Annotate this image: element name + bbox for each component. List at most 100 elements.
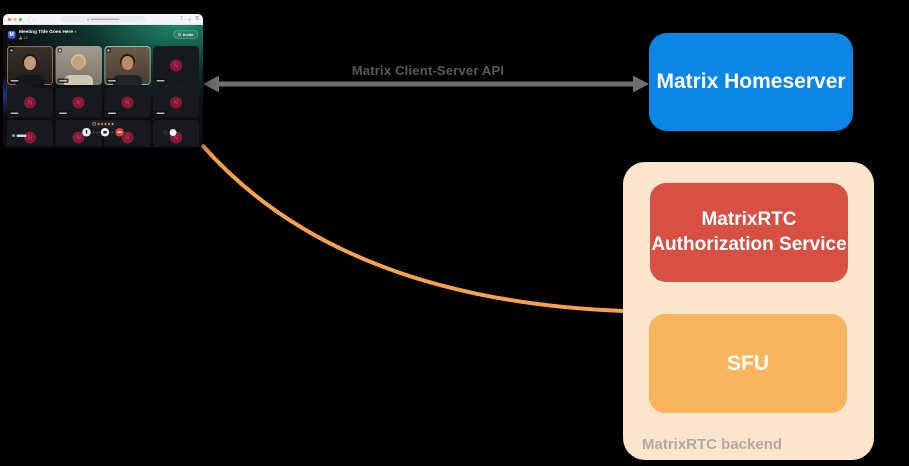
add-tab-icon[interactable]: ＋ [186, 17, 192, 24]
tabs-icon[interactable]: ⧉ [195, 15, 199, 22]
camera-icon [103, 131, 107, 134]
call-header: M Meeting Title Goes Here ▾ 22 Invite [3, 25, 203, 40]
minimize-window-icon[interactable] [13, 17, 17, 21]
invite-icon [178, 33, 182, 36]
client-server-api-label: Matrix Client-Server API [351, 63, 505, 78]
url-text-blur [90, 18, 120, 20]
page-dot-icon[interactable] [101, 122, 103, 125]
online-dot-icon [12, 134, 15, 137]
current-page-icon[interactable] [92, 122, 96, 126]
arrow-head-left-icon [203, 75, 219, 93]
avatar-letter: N [125, 99, 130, 106]
chevron-down-icon: ▾ [74, 30, 77, 34]
avatar: N [24, 96, 37, 109]
page-dot-icon[interactable] [104, 122, 107, 125]
mic-button[interactable] [82, 128, 91, 137]
sfu-box: SFU [649, 314, 847, 413]
avatar-tile[interactable]: N [104, 87, 151, 118]
tile-overflow-controls [163, 129, 177, 136]
browser-url-bar[interactable] [60, 16, 146, 23]
mute-badge [163, 130, 168, 135]
avatar-letter: N [76, 134, 81, 141]
hangup-button[interactable] [115, 128, 124, 137]
participant-name-pill [57, 78, 69, 83]
avatar: N [169, 59, 182, 72]
name-text-blur [10, 112, 19, 114]
matrixrtc-backend-box: MatrixRTC Authorization Service SFU Matr… [623, 162, 874, 460]
person-face [72, 56, 85, 70]
meeting-title[interactable]: Meeting Title Goes Here ▾ [19, 29, 77, 35]
browser-nav-icons[interactable]: ‹› [28, 16, 38, 23]
name-text-blur [59, 112, 68, 114]
avatar: N [72, 131, 85, 144]
matrix-homeserver-box: Matrix Homeserver [649, 33, 853, 131]
participant-name-pill [106, 78, 118, 83]
browser-chrome: ‹› ↥ ＋ ⧉ [3, 14, 203, 25]
indicator-label-blur [16, 134, 27, 137]
avatar-tile[interactable]: N [152, 87, 199, 118]
avatar-tile[interactable]: N [7, 120, 54, 147]
camera-button[interactable] [100, 128, 110, 137]
name-text-blur [59, 80, 68, 82]
window-traffic-lights[interactable] [8, 17, 22, 21]
participant-name-pill [154, 78, 166, 83]
zoom-window-icon[interactable] [19, 17, 22, 21]
avatar-letter: N [125, 134, 130, 141]
avatar: N [24, 131, 37, 144]
name-text-blur [10, 80, 19, 82]
rtc-connector-curve [201, 144, 625, 313]
avatar-tile[interactable]: N [7, 87, 54, 118]
element-call-screenshot: ‹› ↥ ＋ ⧉ M Meeting Title Goes Here ▾ [3, 14, 203, 147]
sfu-label: SFU [727, 351, 769, 375]
avatar-letter: N [76, 99, 81, 106]
page-dot-icon[interactable] [97, 122, 100, 125]
call-app-window: M Meeting Title Goes Here ▾ 22 Invite [3, 25, 203, 147]
avatar-letter: N [27, 134, 33, 141]
avatar-tile[interactable]: N [55, 87, 102, 118]
mic-chevron-icon[interactable] [92, 131, 95, 134]
share-icon[interactable]: ↥ [179, 15, 184, 22]
tile-status-icon [106, 48, 111, 53]
tile-menu-button[interactable] [169, 129, 177, 136]
authorization-service-box: MatrixRTC Authorization Service [650, 183, 848, 282]
page-dot-icon[interactable] [108, 122, 110, 125]
app-logo: M [8, 30, 16, 39]
participant-name-pill [154, 111, 166, 116]
video-tile-grid: N N N N N N N N N [7, 46, 199, 147]
participant-name-pill [57, 111, 69, 116]
video-tile[interactable] [55, 46, 102, 85]
more-chevron-icon[interactable] [111, 131, 114, 134]
name-text-blur [107, 112, 116, 114]
avatar: N [121, 96, 134, 109]
call-controls [82, 128, 124, 137]
connection-indicator [12, 134, 27, 137]
video-tile[interactable] [7, 46, 54, 85]
authorization-service-label: MatrixRTC Authorization Service [651, 208, 847, 255]
avatar: N [72, 96, 85, 109]
avatar-letter: N [173, 62, 179, 69]
participant-name-pill [9, 78, 20, 83]
avatar-tile[interactable]: N [152, 46, 199, 85]
browser-toolbar-icons[interactable]: ↥ ＋ ⧉ [179, 16, 199, 24]
matrix-homeserver-label: Matrix Homeserver [656, 70, 846, 93]
arrow-head-right-icon [633, 75, 649, 93]
avatar-letter: N [173, 134, 179, 141]
mic-icon [85, 130, 88, 134]
lock-icon [86, 18, 89, 21]
invite-button[interactable]: Invite [173, 30, 198, 39]
name-text-blur [156, 80, 165, 82]
person-icon [19, 36, 22, 40]
hangup-icon [117, 131, 122, 133]
close-window-icon[interactable] [8, 17, 11, 21]
video-tile[interactable] [104, 46, 151, 85]
tile-status-icon [9, 48, 14, 53]
matrixrtc-backend-label: MatrixRTC backend [642, 436, 783, 453]
name-text-blur [107, 80, 116, 82]
page-indicator[interactable] [90, 120, 116, 127]
participant-name-pill [9, 111, 20, 116]
person-torso [112, 75, 142, 85]
page-dot-icon[interactable] [111, 122, 114, 125]
cam-chevron-icon[interactable] [96, 131, 99, 134]
